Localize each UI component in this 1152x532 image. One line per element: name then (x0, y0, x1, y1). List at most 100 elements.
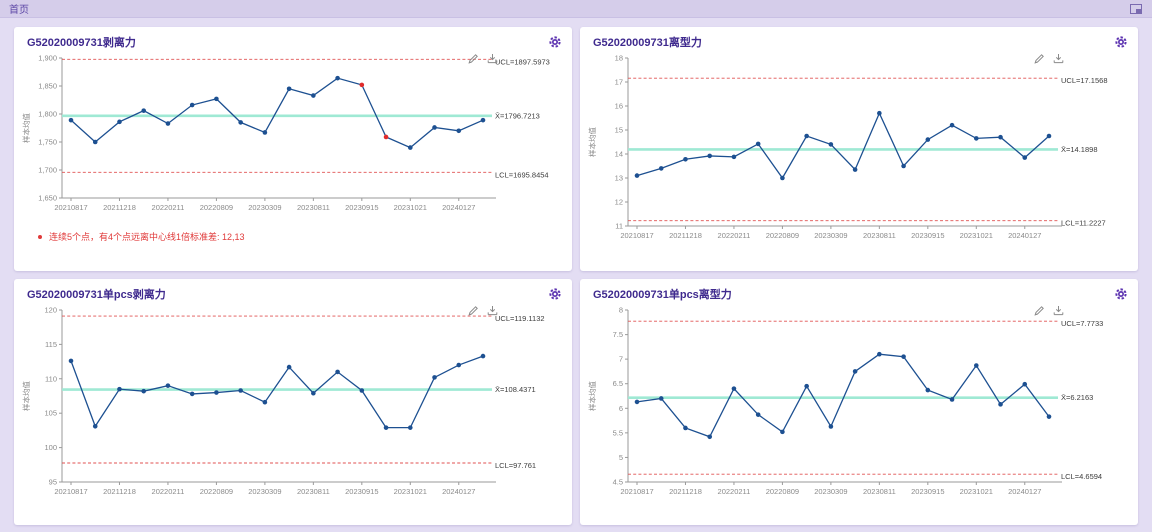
pencil-icon[interactable] (1034, 305, 1045, 316)
svg-text:20240127: 20240127 (1008, 487, 1041, 496)
chart-title: G52020009731单pcs剥离力 (27, 289, 166, 301)
svg-text:1,850: 1,850 (38, 82, 57, 91)
svg-text:100: 100 (44, 443, 57, 452)
svg-text:X̄=1796.7213: X̄=1796.7213 (495, 111, 540, 120)
restore-window-icon[interactable] (1130, 3, 1142, 14)
svg-text:110: 110 (45, 374, 57, 383)
svg-text:20220211: 20220211 (152, 487, 185, 496)
svg-text:20211218: 20211218 (103, 203, 136, 212)
svg-text:1,700: 1,700 (38, 166, 57, 175)
svg-text:20231021: 20231021 (960, 487, 993, 496)
svg-text:4.5: 4.5 (613, 478, 623, 487)
svg-text:5.5: 5.5 (613, 428, 623, 437)
svg-text:LCL=4.6594: LCL=4.6594 (1061, 472, 1102, 481)
svg-text:6.5: 6.5 (613, 379, 623, 388)
card-header: G52020009731离型力 (580, 27, 1138, 51)
svg-text:LCL=97.761: LCL=97.761 (495, 461, 536, 470)
svg-text:6: 6 (619, 404, 623, 413)
chart-area: 120 115 110 105 100 95 20210817 20211218 2022021… (20, 303, 568, 510)
svg-text:12: 12 (615, 198, 623, 207)
rule-violation-text: 连续5个点，有4个点远离中心线1倍标准差: 12,13 (49, 232, 245, 242)
svg-text:20210817: 20210817 (54, 203, 87, 212)
svg-text:20230915: 20230915 (345, 203, 378, 212)
svg-text:20211218: 20211218 (669, 487, 702, 496)
svg-text:20240127: 20240127 (442, 487, 475, 496)
chart-title: G52020009731单pcs离型力 (593, 289, 732, 301)
svg-text:20230915: 20230915 (345, 487, 378, 496)
dashboard-grid: G52020009731剥离力 1,900 1,85 (0, 18, 1152, 532)
svg-text:20231021: 20231021 (394, 203, 427, 212)
svg-text:20210817: 20210817 (54, 487, 87, 496)
chart-title: G52020009731离型力 (593, 37, 702, 49)
chart-area: 18 17 16 15 14 13 12 11 20210817 20211218 20220211… (586, 51, 1134, 254)
chart-title: G52020009731剥离力 (27, 37, 136, 49)
svg-text:20210817: 20210817 (620, 487, 653, 496)
card-header: G52020009731单pcs剥离力 (14, 279, 572, 303)
svg-text:20230811: 20230811 (297, 203, 330, 212)
svg-text:20220211: 20220211 (152, 203, 185, 212)
svg-text:20231021: 20231021 (960, 231, 993, 240)
svg-text:X̄=14.1898: X̄=14.1898 (1061, 145, 1098, 154)
card-header: G52020009731单pcs离型力 (580, 279, 1138, 303)
download-icon[interactable] (487, 53, 498, 64)
svg-text:LCL=1695.8454: LCL=1695.8454 (495, 170, 549, 179)
pencil-icon[interactable] (468, 305, 479, 316)
svg-text:20230309: 20230309 (248, 487, 281, 496)
svg-text:1,650: 1,650 (38, 194, 57, 203)
svg-text:20211218: 20211218 (669, 231, 702, 240)
svg-text:20220809: 20220809 (766, 231, 799, 240)
card-peel-force: G52020009731剥离力 1,900 1,85 (14, 27, 572, 271)
app-header: 首页 (0, 0, 1152, 18)
svg-text:20230811: 20230811 (863, 231, 896, 240)
svg-text:17: 17 (615, 78, 623, 87)
gear-icon[interactable] (548, 35, 562, 49)
svg-text:7.5: 7.5 (613, 330, 623, 339)
svg-text:20230915: 20230915 (911, 231, 944, 240)
svg-text:20231021: 20231021 (394, 487, 427, 496)
svg-text:20210817: 20210817 (620, 231, 653, 240)
svg-text:20230915: 20230915 (911, 487, 944, 496)
svg-text:UCL=1897.5973: UCL=1897.5973 (495, 57, 550, 66)
svg-text:120: 120 (44, 306, 57, 315)
svg-text:20230811: 20230811 (297, 487, 330, 496)
gear-icon[interactable] (1114, 287, 1128, 301)
svg-text:14: 14 (615, 150, 623, 159)
svg-text:X̄=6.2163: X̄=6.2163 (1061, 393, 1093, 402)
svg-text:20220809: 20220809 (200, 203, 233, 212)
card-release-force: G52020009731离型力 18 17 16 15 1 (580, 27, 1138, 271)
svg-text:11: 11 (615, 222, 623, 231)
svg-text:20230309: 20230309 (814, 231, 847, 240)
svg-text:X̄=108.4371: X̄=108.4371 (495, 385, 536, 394)
svg-text:20220211: 20220211 (718, 231, 751, 240)
page-title: 首页 (9, 5, 29, 16)
svg-text:5: 5 (619, 453, 623, 462)
pencil-icon[interactable] (468, 53, 479, 64)
download-icon[interactable] (1053, 53, 1064, 64)
svg-text:115: 115 (45, 340, 57, 349)
download-icon[interactable] (487, 305, 498, 316)
pencil-icon[interactable] (1034, 53, 1045, 64)
svg-text:20220809: 20220809 (200, 487, 233, 496)
svg-text:16: 16 (615, 102, 623, 111)
svg-text:20211218: 20211218 (103, 487, 136, 496)
svg-text:20240127: 20240127 (442, 203, 475, 212)
chart-area: 8 7.5 7 6.5 6 5.5 5 4.5 20210817 20211218 20220211… (586, 303, 1134, 510)
svg-text:UCL=17.1568: UCL=17.1568 (1061, 76, 1108, 85)
gear-icon[interactable] (1114, 35, 1128, 49)
svg-text:样本均值: 样本均值 (21, 113, 31, 143)
svg-text:20220211: 20220211 (718, 487, 751, 496)
svg-text:UCL=119.1132: UCL=119.1132 (495, 314, 545, 323)
chart-area: 1,900 1,850 1,800 1,750 1,700 1,650 20210817 20… (20, 51, 568, 226)
svg-text:20240127: 20240127 (1008, 231, 1041, 240)
svg-text:95: 95 (49, 478, 57, 487)
svg-text:UCL=7.7733: UCL=7.7733 (1061, 319, 1103, 328)
card-header: G52020009731剥离力 (14, 27, 572, 51)
gear-icon[interactable] (548, 287, 562, 301)
download-icon[interactable] (1053, 305, 1064, 316)
card-pcs-peel-force: G52020009731单pcs剥离力 120 11 (14, 279, 572, 525)
svg-text:1,900: 1,900 (38, 54, 57, 63)
